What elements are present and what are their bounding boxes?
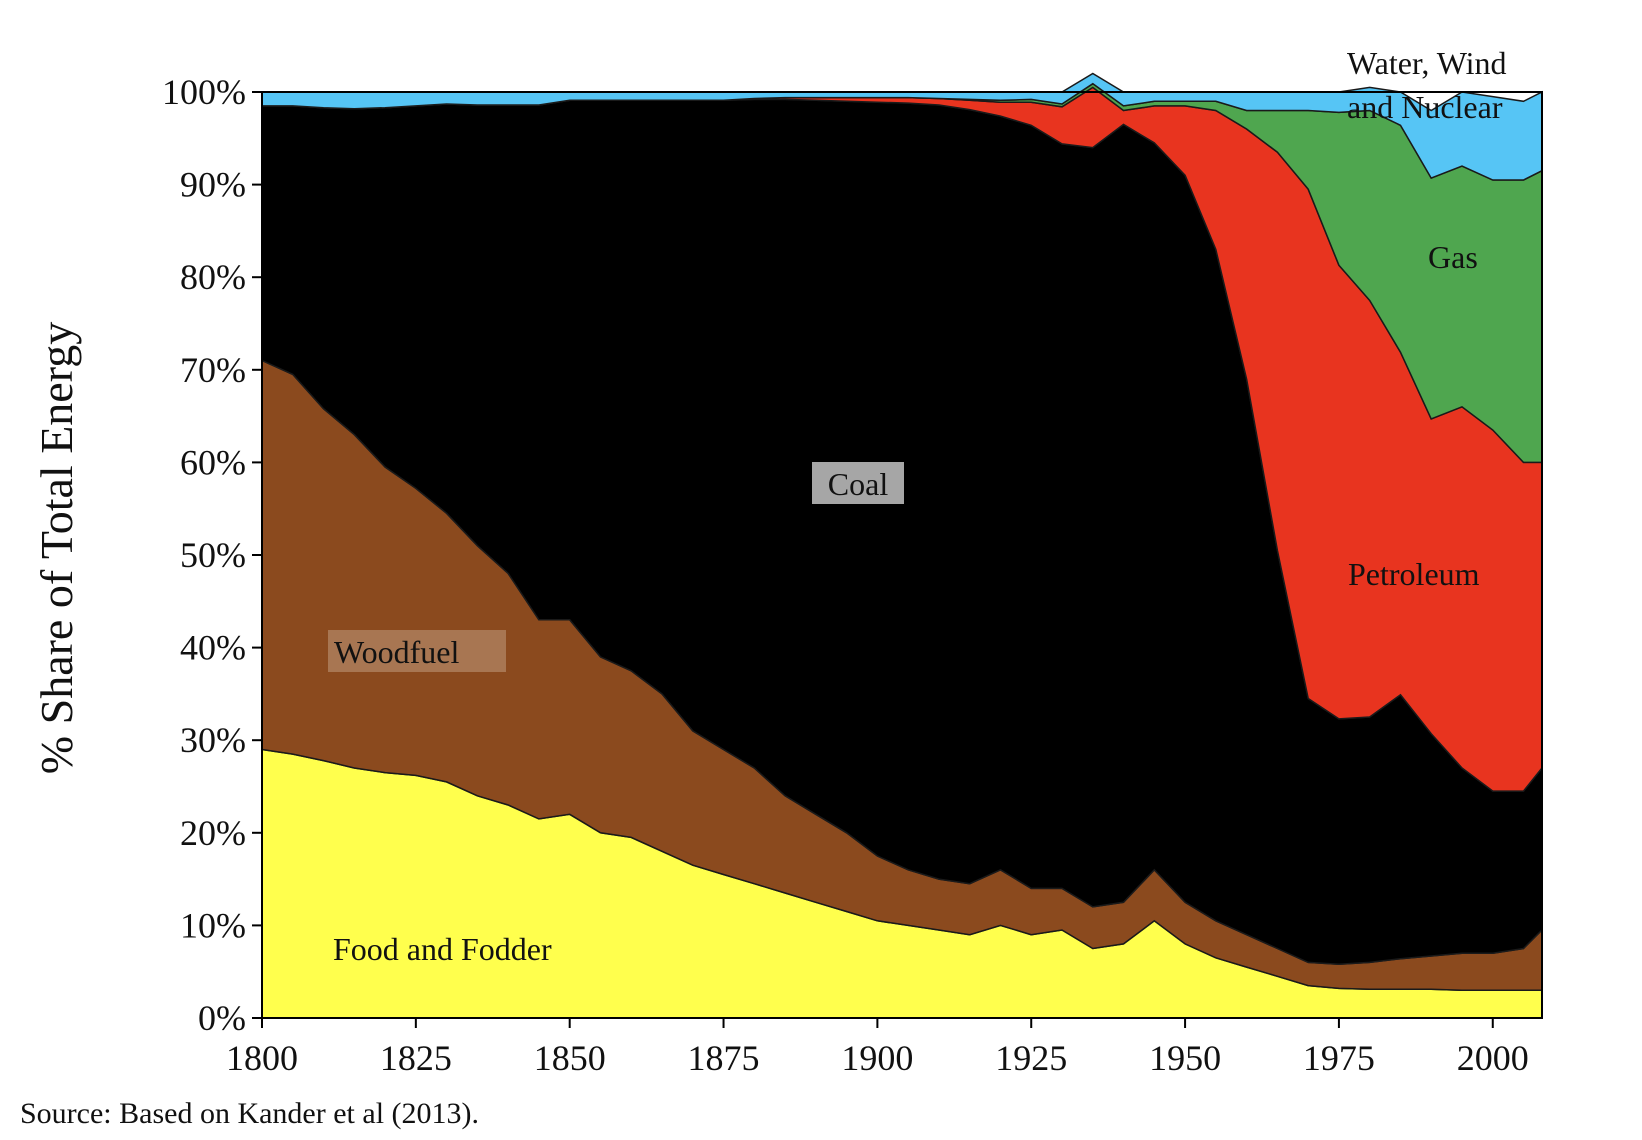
stacked-areas [261,72,1543,1019]
renewables-label-line2: and Nuclear [1347,89,1503,125]
y-tick-label: 70% [180,350,246,390]
x-tick-label: 2000 [1457,1038,1529,1078]
gas-label: Gas [1428,239,1478,275]
y-tick-label: 50% [180,535,246,575]
source-note: Source: Based on Kander et al (2013). [20,1097,479,1130]
woodfuel-label: Woodfuel [334,634,460,670]
coal-label: Coal [828,466,889,502]
x-tick-label: 1925 [995,1038,1067,1078]
x-tick-label: 1800 [226,1038,298,1078]
y-tick-label: 20% [180,813,246,853]
x-tick-label: 1900 [841,1038,913,1078]
woodfuel-label-box [328,630,506,672]
x-tick-label: 1875 [688,1038,760,1078]
coal-label-box [812,462,904,504]
y-axis: 0% 10% 20% 30% 40% 50% 60% 70% 80% 90% 100% [162,72,262,1038]
y-tick-label: 10% [180,905,246,945]
x-tick-label: 1825 [380,1038,452,1078]
x-axis: 1800 1825 1850 1875 1900 1925 1950 1975 2000 [226,1018,1529,1078]
food-label: Food and Fodder [333,931,552,967]
y-axis-title: % Share of Total Energy [31,322,82,774]
x-tick-label: 1950 [1149,1038,1221,1078]
x-tick-label: 1975 [1303,1038,1375,1078]
y-tick-label: 100% [162,72,246,112]
y-tick-label: 60% [180,442,246,482]
y-tick-label: 40% [180,628,246,668]
y-tick-label: 30% [180,720,246,760]
y-tick-label: 90% [180,165,246,205]
renewables-label-line1: Water, Wind [1347,45,1507,81]
y-tick-label: 80% [180,257,246,297]
petroleum-label: Petroleum [1348,556,1480,592]
band-labels: Coal Woodfuel Food and Fodder Petroleum … [328,45,1507,967]
x-tick-label: 1850 [534,1038,606,1078]
y-tick-label: 0% [198,998,246,1038]
